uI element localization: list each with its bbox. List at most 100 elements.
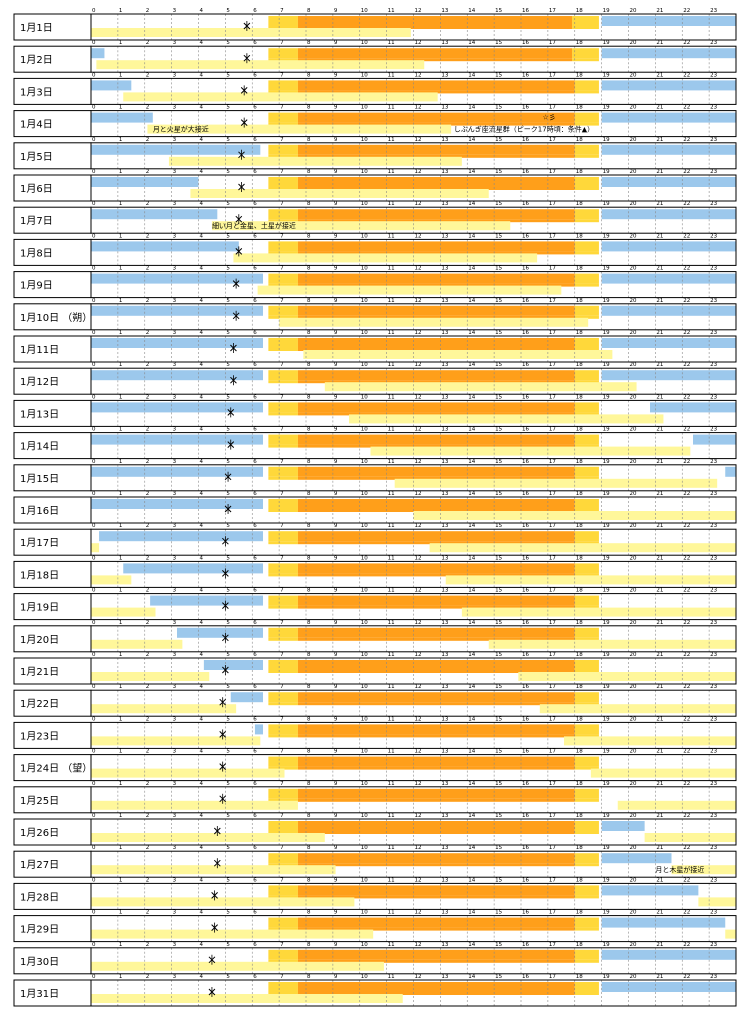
- hour-tick-label: 6: [253, 652, 257, 658]
- hour-tick-label: 1: [119, 40, 123, 46]
- hour-tick-label: 13: [441, 491, 448, 497]
- hour-tick-label: 18: [576, 942, 583, 948]
- hour-tick-label: 20: [630, 105, 637, 111]
- twilight-band: [574, 444, 599, 448]
- timeline-box: [90, 335, 737, 363]
- hour-tick-label: 2: [146, 201, 150, 207]
- timeline-box: [90, 593, 737, 621]
- hour-tick-label: 5: [226, 910, 230, 916]
- hour-tick-label: 4: [200, 555, 204, 561]
- hour-tick-label: 13: [441, 298, 448, 304]
- hour-tick-label: 13: [441, 8, 448, 14]
- hour-tick-label: 10: [361, 652, 368, 658]
- hour-tick-label: 16: [522, 620, 529, 626]
- hour-tick-label: 22: [683, 233, 690, 239]
- hour-tick-label: 5: [226, 233, 230, 239]
- day-row: 0 1 2 3 4 5 6 7 8 9 10 11 12 13 14 15 16 17 18 19 20 21 22 231月…: [13, 105, 737, 138]
- timeline-box: [90, 142, 737, 170]
- hour-tick-label: 6: [253, 620, 257, 626]
- hour-tick-label: 17: [549, 781, 556, 787]
- sunrise-marker-icon: [208, 987, 216, 997]
- day-row: 0 1 2 3 4 5 6 7 8 9 10 11 12 13 14 15 16 17 18 19 20 21 22 231月…: [13, 362, 737, 395]
- daylight-band: [297, 788, 575, 799]
- twilight-band: [574, 959, 599, 963]
- date-label: 1月29日: [20, 924, 59, 936]
- hour-tick-label: 19: [603, 8, 610, 14]
- hour-tick-label: 21: [656, 394, 663, 400]
- hour-tick-label: 13: [441, 394, 448, 400]
- moon-visible-band: [91, 736, 261, 746]
- hour-tick-label: 12: [415, 40, 422, 46]
- date-label: 1月2日: [20, 54, 53, 66]
- hour-tick-label: 12: [415, 523, 422, 529]
- hour-tick-label: 4: [200, 523, 204, 529]
- hour-tick-label: 15: [495, 652, 502, 658]
- hour-tick-label: 19: [603, 459, 610, 465]
- hour-tick-label: 17: [549, 105, 556, 111]
- timeline-box: [90, 271, 737, 299]
- hour-tick-label: 4: [200, 201, 204, 207]
- hour-tick-label: 9: [334, 491, 338, 497]
- hour-tick-label: 14: [468, 137, 475, 143]
- hour-tick-label: 0: [92, 298, 96, 304]
- day-row: 0 1 2 3 4 5 6 7 8 9 10 11 12 13 14 15 16 17 18 19 20 21 22 231月…: [13, 394, 737, 427]
- twilight-band: [268, 412, 298, 416]
- hour-tick-label: 19: [603, 233, 610, 239]
- hour-tick-label: 4: [200, 749, 204, 755]
- hour-tick-label: 9: [334, 394, 338, 400]
- timeline-box: [90, 689, 737, 717]
- hour-tick-label: 3: [173, 40, 177, 46]
- twilight-band: [574, 348, 599, 351]
- hour-tick-label: 19: [603, 298, 610, 304]
- twilight-band: [268, 724, 298, 735]
- hour-tick-label: 4: [200, 169, 204, 175]
- date-label: 1月1日: [20, 22, 53, 34]
- moon-visible-band: [91, 800, 298, 810]
- day-row: 0 1 2 3 4 5 6 7 8 9 10 11 12 13 14 15 16 17 18 19 20 21 22 231月…: [13, 72, 737, 105]
- hour-tick-label: 20: [630, 459, 637, 465]
- hour-tick-label: 14: [468, 201, 475, 207]
- hour-tick-label: 8: [307, 974, 311, 980]
- hour-tick-label: 23: [710, 974, 717, 980]
- hour-tick-label: 6: [253, 845, 257, 851]
- hour-tick-label: 22: [683, 523, 690, 529]
- twilight-band: [268, 348, 298, 351]
- daylight-band: [297, 80, 575, 91]
- date-label: 1月4日: [20, 119, 53, 131]
- hour-tick-label: 8: [307, 620, 311, 626]
- hour-tick-label: 6: [253, 105, 257, 111]
- hour-tick-label: 13: [441, 877, 448, 883]
- hour-tick-label: 10: [361, 749, 368, 755]
- hour-tick-label: 9: [334, 877, 338, 883]
- hour-tick-label: 19: [603, 813, 610, 819]
- hour-tick-label: 3: [173, 974, 177, 980]
- date-label: 1月5日: [20, 151, 53, 163]
- hour-tick-label: 14: [468, 942, 475, 948]
- hour-tick-label: 7: [280, 942, 284, 948]
- hour-tick-label: 12: [415, 974, 422, 980]
- hour-tick-label: 18: [576, 845, 583, 851]
- twilight-band: [268, 670, 298, 673]
- hour-tick-label: 19: [603, 620, 610, 626]
- hour-tick-label: 0: [92, 620, 96, 626]
- hour-tick-label: 19: [603, 427, 610, 433]
- daylight-band: [297, 187, 575, 190]
- hour-tick-label: 16: [522, 652, 529, 658]
- event-annotation: 細い月と金星、土星が接近: [212, 221, 296, 230]
- hour-tick-label: 4: [200, 652, 204, 658]
- night-band: [601, 112, 736, 123]
- hour-tick-label: 14: [468, 40, 475, 46]
- day-row: 0 1 2 3 4 5 6 7 8 9 10 11 12 13 14 15 16 17 18 19 20 21 22 231月…: [13, 298, 737, 331]
- hour-tick-label: 1: [119, 910, 123, 916]
- hour-tick-label: 22: [683, 652, 690, 658]
- hour-tick-label: 2: [146, 620, 150, 626]
- hour-tick-label: 12: [415, 942, 422, 948]
- hour-tick-label: 19: [603, 137, 610, 143]
- daylight-band: [297, 959, 575, 963]
- night-band: [91, 273, 263, 284]
- hour-tick-label: 2: [146, 845, 150, 851]
- hour-tick-label: 22: [683, 72, 690, 78]
- hour-tick-label: 19: [603, 555, 610, 561]
- hour-tick-label: 9: [334, 427, 338, 433]
- twilight-band: [574, 756, 599, 767]
